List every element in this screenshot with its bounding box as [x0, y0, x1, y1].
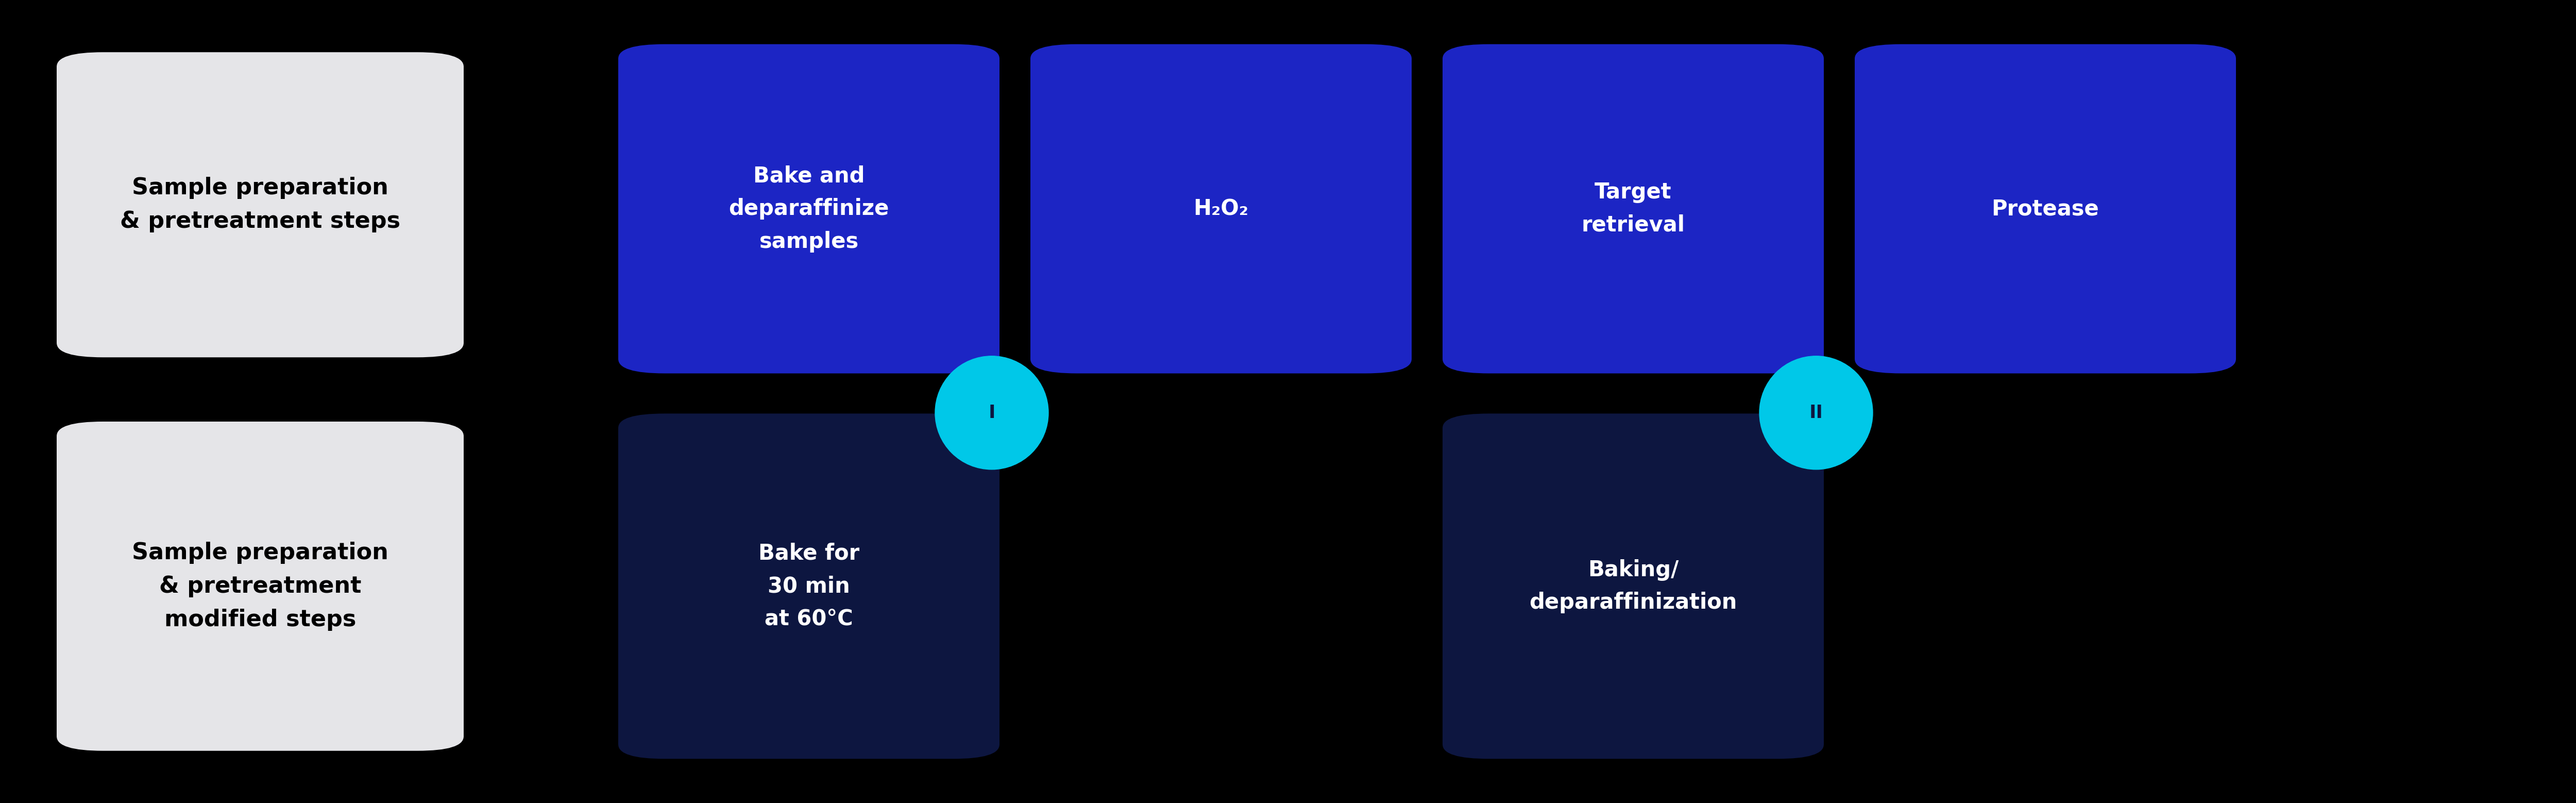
FancyBboxPatch shape — [618, 414, 999, 759]
FancyBboxPatch shape — [1030, 44, 1412, 373]
FancyBboxPatch shape — [1443, 44, 1824, 373]
Text: I: I — [989, 404, 994, 422]
Text: Baking/
deparaffinization: Baking/ deparaffinization — [1530, 559, 1736, 613]
Text: Sample preparation
& pretreatment
modified steps: Sample preparation & pretreatment modifi… — [131, 541, 389, 631]
Text: Bake and
deparaffinize
samples: Bake and deparaffinize samples — [729, 165, 889, 252]
FancyBboxPatch shape — [618, 44, 999, 373]
FancyBboxPatch shape — [1443, 414, 1824, 759]
Text: Sample preparation
& pretreatment steps: Sample preparation & pretreatment steps — [121, 177, 399, 233]
Text: H₂O₂: H₂O₂ — [1193, 198, 1249, 219]
FancyBboxPatch shape — [57, 422, 464, 751]
Text: Target
retrieval: Target retrieval — [1582, 181, 1685, 236]
Text: II: II — [1808, 404, 1824, 422]
FancyBboxPatch shape — [1855, 44, 2236, 373]
FancyBboxPatch shape — [57, 52, 464, 357]
Ellipse shape — [1759, 356, 1873, 470]
Ellipse shape — [935, 356, 1048, 470]
Text: Protease: Protease — [1991, 198, 2099, 219]
Text: Bake for
30 min
at 60°C: Bake for 30 min at 60°C — [757, 543, 860, 630]
